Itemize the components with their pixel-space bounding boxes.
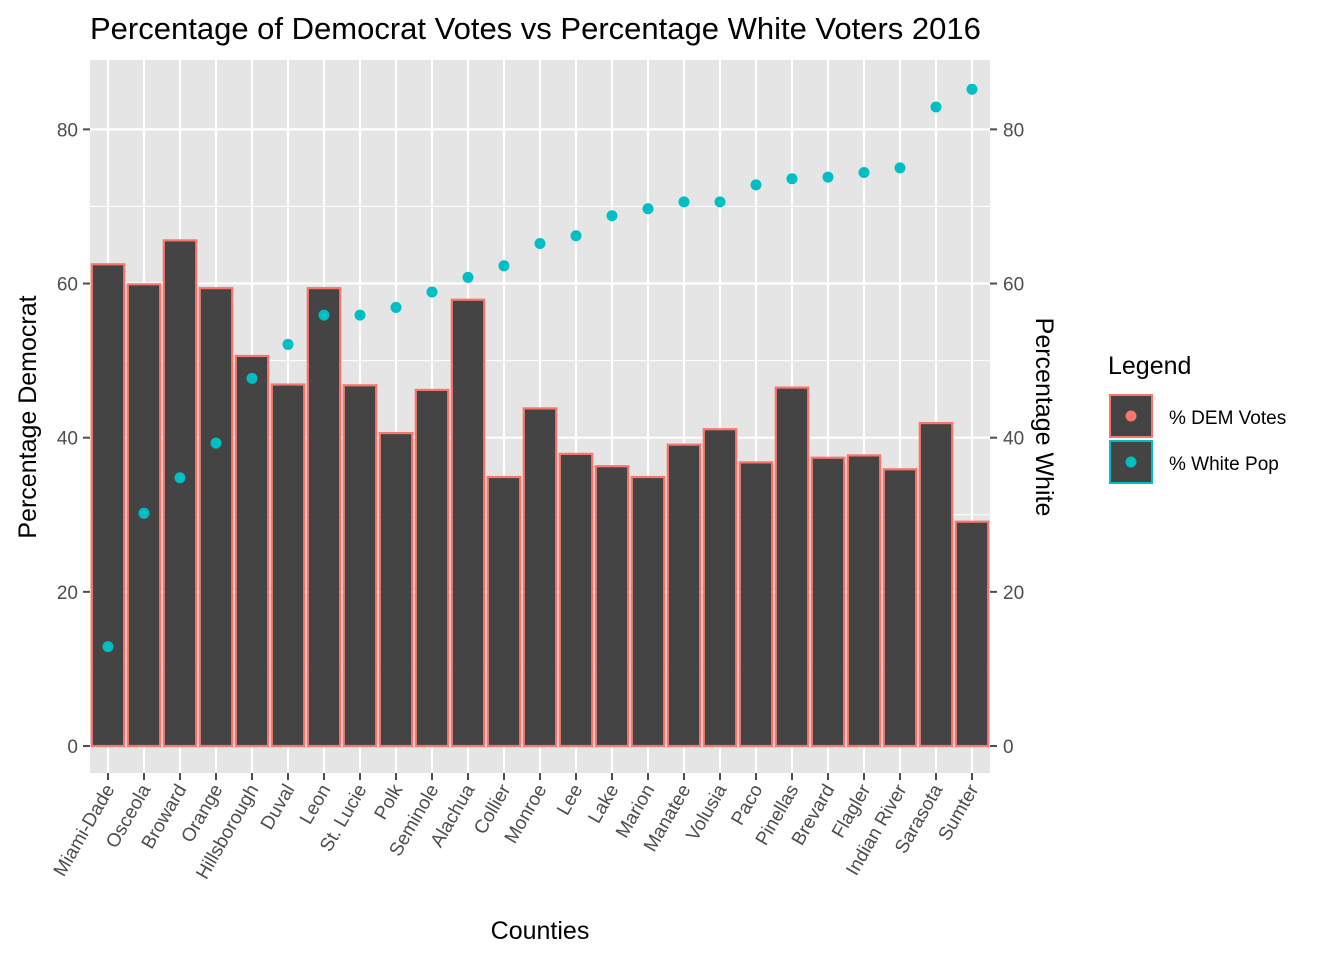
white-pop-point: [858, 167, 870, 179]
left-y-axis: 0 20 40 60 80: [57, 120, 90, 758]
y2-axis-title: Percentage White: [1030, 318, 1058, 517]
y2-tick-label: 60: [1003, 275, 1024, 296]
white-pop-point: [714, 196, 726, 208]
dem-bar: [414, 388, 450, 748]
legend-title: Legend: [1108, 352, 1191, 380]
white-pop-point: [282, 338, 294, 350]
dem-bar: [918, 421, 954, 748]
x-axis: Miami-DadeOsceolaBrowardOrangeHillsborou…: [50, 773, 984, 883]
x-tick-label: Lee: [553, 781, 587, 819]
white-pop-point: [786, 173, 798, 185]
dem-bar: [198, 287, 234, 748]
dem-bar: [342, 384, 378, 748]
x-tick-label: Polk: [371, 781, 408, 824]
dem-bar: [630, 475, 666, 748]
white-pop-point: [174, 472, 186, 484]
legend: Legend % DEM Votes % White Pop: [1108, 352, 1286, 484]
y-tick-label: 0: [67, 737, 78, 758]
dem-bar: [954, 520, 990, 748]
dem-bar: [666, 443, 702, 748]
dem-bar: [450, 298, 486, 748]
dem-bar: [738, 461, 774, 748]
y-tick-label: 80: [57, 120, 78, 141]
white-pop-point: [534, 237, 546, 249]
dem-bar: [90, 263, 126, 748]
white-pop-point: [462, 271, 474, 283]
white-pop-point: [966, 83, 978, 95]
white-pop-point: [390, 301, 402, 313]
dem-bar: [810, 456, 846, 748]
white-pop-point: [642, 203, 654, 215]
legend-dot-white: [1125, 456, 1137, 468]
dem-bar: [558, 452, 594, 748]
white-pop-point: [750, 179, 762, 191]
legend-label-dem: % DEM Votes: [1169, 408, 1286, 429]
y2-tick-label: 40: [1003, 429, 1024, 450]
white-pop-point: [570, 230, 582, 242]
y-tick-label: 40: [57, 429, 78, 450]
legend-label-white: % White Pop: [1169, 454, 1279, 475]
dem-bar: [162, 239, 198, 748]
white-pop-point: [606, 210, 618, 222]
dem-votes-bars: [90, 239, 990, 748]
legend-dot-dem: [1125, 410, 1137, 422]
right-y-axis: 0 20 40 60 80: [990, 120, 1024, 758]
white-pop-point: [138, 507, 150, 519]
y-tick-label: 60: [57, 275, 78, 296]
dem-bar: [522, 407, 558, 748]
dem-bar: [846, 454, 882, 748]
white-pop-point: [498, 260, 510, 272]
white-pop-points: [102, 83, 978, 653]
dem-bar: [270, 383, 306, 748]
white-pop-point: [246, 372, 258, 384]
dem-bar: [594, 465, 630, 748]
chart-title: Percentage of Democrat Votes vs Percenta…: [90, 11, 981, 46]
white-pop-point: [318, 309, 330, 321]
y2-tick-label: 80: [1003, 120, 1024, 141]
dem-bar: [702, 428, 738, 748]
white-pop-point: [210, 437, 222, 449]
white-pop-point: [354, 309, 366, 321]
dem-bar: [306, 287, 342, 748]
white-pop-point: [102, 641, 114, 653]
white-pop-point: [678, 196, 690, 208]
dem-bar: [882, 468, 918, 748]
dem-bar: [234, 354, 270, 748]
white-pop-point: [930, 101, 942, 113]
y-axis-title: Percentage Democrat: [14, 295, 42, 538]
dem-bar: [486, 475, 522, 748]
white-pop-point: [426, 286, 438, 298]
y-tick-label: 20: [57, 583, 78, 604]
y2-tick-label: 20: [1003, 583, 1024, 604]
x-axis-title: Counties: [491, 917, 590, 945]
legend-key-white: [1109, 440, 1153, 484]
y2-tick-label: 0: [1003, 737, 1014, 758]
dem-bar: [774, 386, 810, 748]
x-tick-label: Duval: [257, 781, 299, 834]
white-pop-point: [822, 171, 834, 183]
dem-bar: [378, 431, 414, 748]
white-pop-point: [894, 162, 906, 174]
